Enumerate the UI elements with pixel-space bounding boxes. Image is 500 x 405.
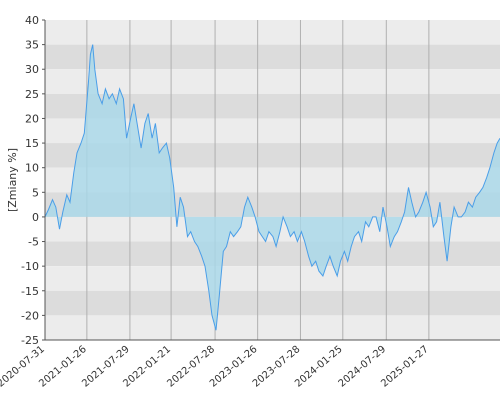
series-line bbox=[44, 44, 500, 331]
x-tick-labels: 2020-07-312021-01-262021-07-292022-01-21… bbox=[0, 344, 431, 390]
y-tick-label: 5 bbox=[32, 186, 39, 199]
y-tick-label: 20 bbox=[25, 112, 39, 125]
y-tick-label: 15 bbox=[25, 137, 39, 150]
y-tick-label: 25 bbox=[25, 88, 39, 101]
y-tick-label: 30 bbox=[25, 63, 39, 76]
x-tick-label: 2025-01-27 bbox=[379, 344, 431, 390]
y-tick-label: -10 bbox=[21, 260, 39, 273]
y-tick-labels: -25 -20 -15 -10 -5 0 5 10 15 20 25 30 35 40 bbox=[21, 14, 45, 347]
grid-band bbox=[45, 266, 500, 291]
y-tick-label: -25 bbox=[21, 334, 39, 347]
grid-band bbox=[45, 315, 500, 340]
grid-band bbox=[45, 290, 500, 316]
y-tick-label: 10 bbox=[25, 162, 39, 175]
y-tick-label: -20 bbox=[21, 309, 39, 322]
grid-band bbox=[45, 20, 500, 45]
grid-band bbox=[45, 241, 500, 267]
y-tick-label: -15 bbox=[21, 285, 39, 298]
y-tick-label: 40 bbox=[25, 14, 39, 27]
area-fill bbox=[45, 44, 500, 331]
y-tick-label: -5 bbox=[28, 236, 39, 249]
y-axis-label: [Zmiany %] bbox=[6, 148, 19, 212]
y-tick-label: 0 bbox=[32, 211, 39, 224]
y-tick-label: 35 bbox=[25, 39, 39, 52]
grid-band bbox=[45, 44, 500, 70]
axes bbox=[44, 20, 500, 341]
grid-band bbox=[45, 69, 500, 94]
